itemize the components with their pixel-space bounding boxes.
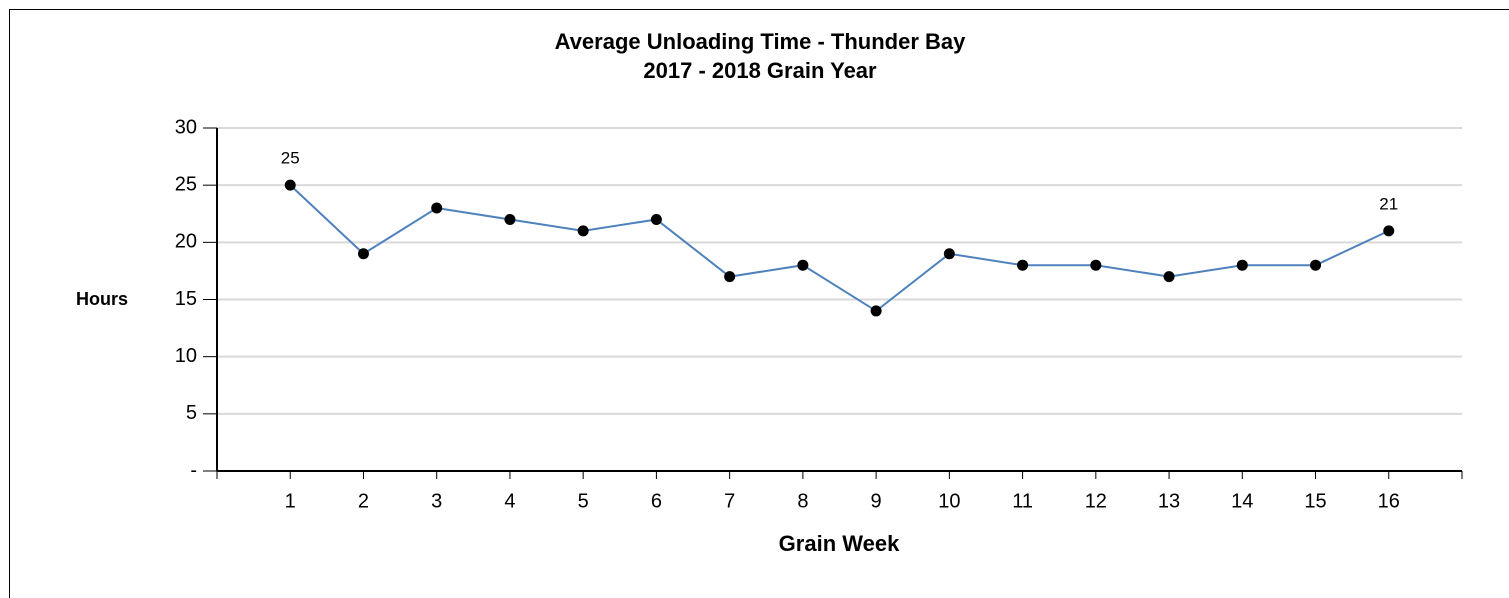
x-tick-label: 15 bbox=[1304, 490, 1326, 512]
y-tick-label: 15 bbox=[175, 288, 197, 310]
data-point bbox=[1383, 225, 1395, 237]
chart-subtitle: 2017 - 2018 Grain Year bbox=[643, 58, 877, 83]
data-point bbox=[1090, 259, 1102, 271]
data-point bbox=[431, 202, 443, 214]
data-point bbox=[504, 213, 516, 225]
data-point bbox=[1310, 259, 1322, 271]
x-tick-label: 5 bbox=[578, 490, 589, 512]
x-axis-title: Grain Week bbox=[779, 531, 900, 556]
y-tick-label: 30 bbox=[175, 116, 197, 138]
x-tick-label: 14 bbox=[1231, 490, 1253, 512]
x-tick-label: 1 bbox=[285, 490, 296, 512]
data-point bbox=[1017, 259, 1029, 271]
data-label: 25 bbox=[281, 149, 300, 168]
chart-frame bbox=[9, 9, 1509, 598]
x-tick-label: 9 bbox=[871, 490, 882, 512]
x-tick-label: 3 bbox=[431, 490, 442, 512]
y-tick-label: - bbox=[190, 459, 197, 481]
data-point bbox=[650, 213, 662, 225]
x-tick-label: 7 bbox=[724, 490, 735, 512]
data-point bbox=[797, 259, 809, 271]
x-tick-label: 4 bbox=[504, 490, 515, 512]
x-tick-label: 8 bbox=[797, 490, 808, 512]
y-tick-label: 20 bbox=[175, 231, 197, 253]
data-label: 21 bbox=[1379, 194, 1398, 213]
data-point bbox=[577, 225, 589, 237]
x-tick-label: 6 bbox=[651, 490, 662, 512]
y-tick-label: 25 bbox=[175, 173, 197, 195]
data-point bbox=[870, 305, 882, 317]
data-point bbox=[357, 248, 369, 260]
data-point bbox=[1163, 271, 1175, 283]
data-point bbox=[724, 271, 736, 283]
x-tick-label: 16 bbox=[1378, 490, 1400, 512]
x-tick-label: 10 bbox=[938, 490, 960, 512]
x-tick-label: 13 bbox=[1158, 490, 1180, 512]
data-point bbox=[1236, 259, 1248, 271]
x-tick-label: 2 bbox=[358, 490, 369, 512]
y-axis-title: Hours bbox=[76, 289, 128, 309]
x-tick-label: 11 bbox=[1012, 490, 1033, 512]
series-line bbox=[289, 184, 1390, 313]
data-point bbox=[943, 248, 955, 260]
data-point bbox=[284, 179, 296, 191]
x-tick-label: 12 bbox=[1085, 490, 1107, 512]
chart-title: Average Unloading Time - Thunder Bay bbox=[555, 29, 967, 54]
y-tick-label: 5 bbox=[186, 402, 197, 424]
y-tick-label: 10 bbox=[175, 345, 197, 367]
